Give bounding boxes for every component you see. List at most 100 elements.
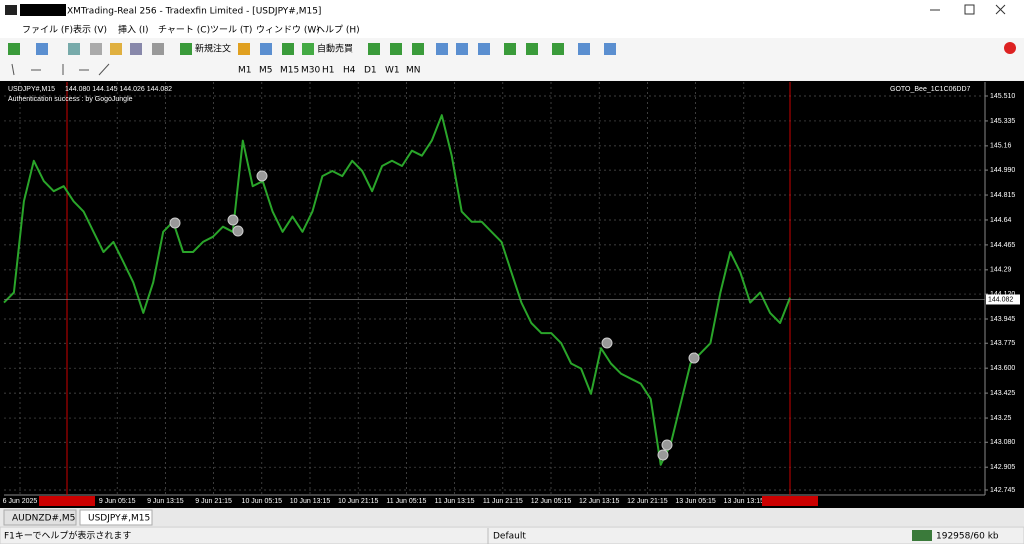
icon[interactable] bbox=[504, 43, 516, 55]
trade-marker bbox=[657, 449, 669, 461]
timeframe-button[interactable]: M1 bbox=[238, 66, 252, 76]
icon[interactable] bbox=[130, 43, 142, 55]
icon[interactable] bbox=[152, 43, 164, 55]
y-tick-label: 142.745 bbox=[990, 487, 1015, 494]
x-tick-label: 12 Jun 13:15 bbox=[579, 498, 620, 505]
trade-marker bbox=[601, 337, 613, 349]
icon[interactable] bbox=[8, 43, 20, 55]
notification[interactable] bbox=[1004, 42, 1016, 54]
x-tick-label: 11 Jun 21:15 bbox=[483, 498, 523, 505]
trade-marker bbox=[688, 352, 700, 364]
trade-marker bbox=[169, 217, 181, 229]
y-tick-label: 143.945 bbox=[990, 316, 1015, 323]
x-tick-label: 9 Jun 21:15 bbox=[195, 498, 232, 505]
window-title: XMTrading-Real 256 - Tradexfin Limited -… bbox=[67, 7, 321, 17]
status-traffic: 192958/60 kb bbox=[936, 532, 999, 542]
close[interactable] bbox=[995, 4, 1006, 15]
icon[interactable] bbox=[578, 43, 590, 55]
tab[interactable] bbox=[3, 509, 77, 526]
icon[interactable] bbox=[238, 43, 250, 55]
trade-marker bbox=[227, 214, 239, 226]
y-tick-label: 144.29 bbox=[990, 267, 1012, 274]
y-tick-label: 144.815 bbox=[990, 192, 1015, 199]
x-tick-label: 6 Jun 2025 bbox=[3, 498, 38, 505]
icon[interactable] bbox=[390, 43, 402, 55]
timeframe-button[interactable]: M30 bbox=[301, 66, 320, 76]
timeframe-button[interactable]: H4 bbox=[343, 66, 356, 76]
auto-trading[interactable]: 自動売買 bbox=[317, 43, 353, 55]
y-tick-label: 142.905 bbox=[990, 464, 1015, 471]
status-help: F1キーでヘルプが表示されます bbox=[4, 530, 131, 542]
timeframe-button[interactable]: W1 bbox=[385, 66, 400, 76]
cursor-tool[interactable] bbox=[11, 63, 15, 76]
title-bar bbox=[0, 0, 1024, 20]
trade-marker bbox=[232, 225, 244, 237]
trade-marker bbox=[256, 170, 268, 182]
icon[interactable] bbox=[180, 43, 192, 55]
y-tick-label: 143.600 bbox=[990, 365, 1015, 372]
x-tick-label: 10 Jun 21:15 bbox=[338, 498, 379, 505]
icon[interactable] bbox=[368, 43, 380, 55]
menu-item[interactable]: ツール (T) bbox=[210, 26, 252, 36]
trend-tool[interactable] bbox=[98, 63, 110, 76]
menu-item[interactable]: チャート (C) bbox=[158, 25, 210, 36]
y-tick-label: 145.335 bbox=[990, 118, 1015, 125]
x-tick-label: 13 Jun 05:15 bbox=[675, 498, 716, 505]
timeframe-button[interactable]: H1 bbox=[322, 66, 335, 76]
timeframe-button[interactable]: MN bbox=[406, 66, 421, 76]
icon[interactable] bbox=[552, 43, 564, 55]
chart: 145.510 145.335 145.16 144.990 144.815 144.64… bbox=[3, 82, 1020, 506]
icon[interactable] bbox=[412, 43, 424, 55]
menu-item[interactable]: 挿入 (I) bbox=[118, 24, 149, 36]
tab-label[interactable]: USDJPY#,M15 bbox=[88, 514, 150, 524]
tab-bar bbox=[0, 508, 1024, 526]
tab[interactable] bbox=[79, 509, 153, 526]
menu-item[interactable]: ヘルプ (H) bbox=[316, 25, 360, 36]
x-tick-label: 9 Jun 05:15 bbox=[99, 498, 136, 505]
icon[interactable] bbox=[604, 43, 616, 55]
icon[interactable] bbox=[478, 43, 490, 55]
icon[interactable] bbox=[36, 43, 48, 55]
status-bar bbox=[0, 526, 1024, 544]
icon[interactable] bbox=[90, 43, 102, 55]
timeframe-button[interactable]: D1 bbox=[364, 66, 377, 76]
new-order[interactable]: 新規注文 bbox=[195, 43, 231, 55]
menu-item[interactable]: 表示 (V) bbox=[73, 24, 107, 36]
chart-symbol: USDJPY#,M15 bbox=[8, 86, 55, 93]
bid-box bbox=[986, 294, 1020, 305]
menu: ファイル (F) 表示 (V) 挿入 (I) チャート (C) ツール (T) ウィンドウ… bbox=[22, 24, 360, 36]
expert-name: GOTO_Bee_1C1C06DD7 bbox=[890, 86, 971, 93]
icon[interactable] bbox=[260, 43, 272, 55]
x-tick-label: 10 Jun 05:15 bbox=[242, 498, 283, 505]
chart-status: Authentication success : by GogoJungle bbox=[8, 96, 133, 103]
window-controls[interactable] bbox=[930, 4, 1006, 15]
separator-box bbox=[39, 496, 95, 506]
y-tick-label: 144.64 bbox=[990, 217, 1012, 224]
maximize[interactable] bbox=[964, 4, 975, 15]
icon[interactable] bbox=[110, 43, 122, 55]
icon[interactable] bbox=[68, 43, 80, 55]
x-tick-label: 11 Jun 05:15 bbox=[386, 498, 426, 505]
redaction bbox=[20, 4, 66, 16]
y-tick-label: 144.465 bbox=[990, 242, 1015, 249]
bid-label: 144.082 bbox=[988, 296, 1013, 303]
timeframe-button[interactable]: M15 bbox=[280, 66, 299, 76]
menu-item[interactable]: ファイル (F) bbox=[22, 26, 73, 36]
status-profile: Default bbox=[493, 532, 526, 542]
icon[interactable] bbox=[456, 43, 468, 55]
tabs: AUDNZD#,M5 USDJPY#,M15 bbox=[3, 509, 153, 526]
y-tick-label: 145.16 bbox=[990, 143, 1012, 150]
chart-bg bbox=[0, 81, 1024, 508]
icon[interactable] bbox=[526, 43, 538, 55]
trade-marker bbox=[661, 439, 673, 451]
y-tick-label: 144.120 bbox=[990, 291, 1015, 298]
icon[interactable] bbox=[302, 43, 314, 55]
tab-label[interactable]: AUDNZD#,M5 bbox=[12, 514, 75, 524]
timeframe-button[interactable]: M5 bbox=[259, 66, 273, 76]
menu-item[interactable]: ウィンドウ (W) bbox=[256, 25, 320, 36]
x-tick-label: 10 Jun 13:15 bbox=[290, 498, 331, 505]
icon[interactable] bbox=[282, 43, 294, 55]
icon[interactable] bbox=[436, 43, 448, 55]
x-tick-label: 12 Jun 21:15 bbox=[627, 498, 668, 505]
